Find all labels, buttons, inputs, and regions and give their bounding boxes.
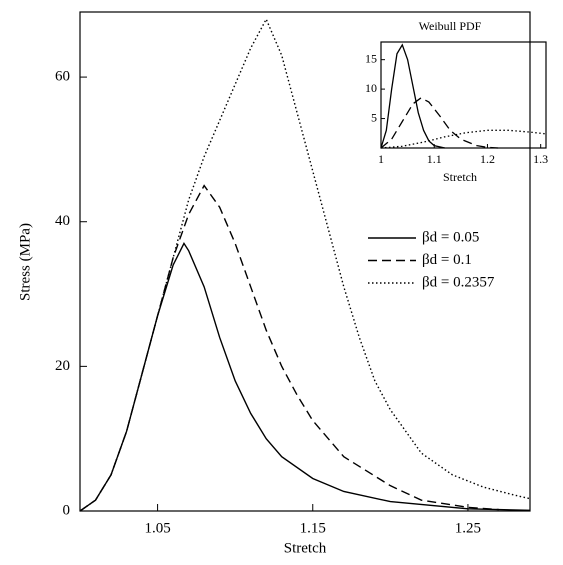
series-line — [380, 129, 547, 149]
x-tick-label: 1 — [378, 152, 384, 166]
y-tick-label: 60 — [55, 69, 70, 85]
y-tick-label: 15 — [365, 51, 377, 65]
y-tick-label: 0 — [63, 502, 71, 518]
series-line — [79, 17, 531, 512]
series-line — [380, 97, 499, 149]
y-axis-label: Stress (MPa) — [17, 223, 33, 301]
plot-frame — [380, 41, 547, 149]
x-axis-label: Stretch — [443, 170, 477, 184]
x-tick-label: 1.3 — [533, 152, 548, 166]
y-tick-label: 5 — [371, 110, 377, 124]
legend-label: βd = 0.2357 — [422, 274, 495, 290]
series-line — [380, 43, 446, 149]
series-line — [79, 184, 500, 512]
y-tick-label: 10 — [365, 81, 377, 95]
y-tick-label: 40 — [55, 213, 70, 229]
plot-frame — [79, 11, 531, 512]
chart-title: Weibull PDF — [419, 19, 482, 33]
x-axis-label: Stretch — [284, 540, 327, 556]
y-tick-label: 20 — [55, 358, 70, 374]
legend-label: βd = 0.05 — [422, 229, 479, 245]
legend-label: βd = 0.1 — [422, 252, 472, 268]
x-tick-label: 1.25 — [455, 520, 481, 536]
x-tick-label: 1.05 — [144, 520, 170, 536]
x-tick-label: 1.1 — [427, 152, 442, 166]
x-tick-label: 1.15 — [300, 520, 326, 536]
x-tick-label: 1.2 — [480, 152, 495, 166]
